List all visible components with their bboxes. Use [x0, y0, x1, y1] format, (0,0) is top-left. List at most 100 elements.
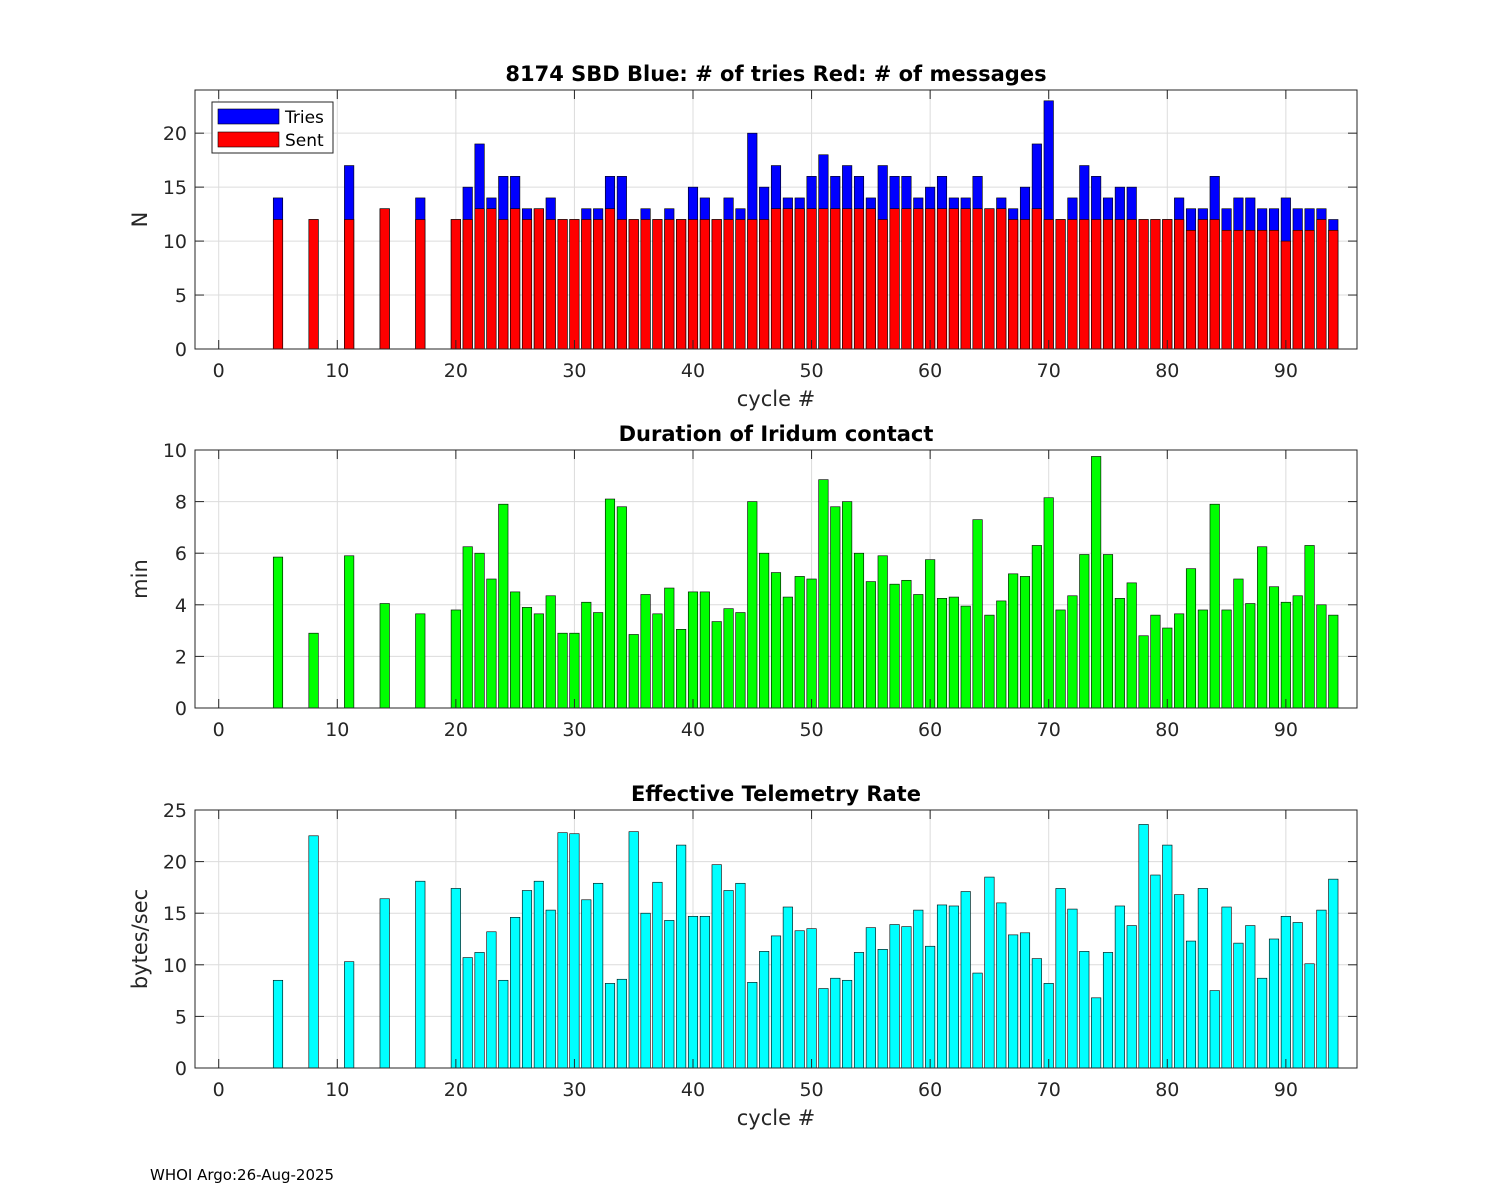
x-tick-label: 20	[444, 1079, 468, 1101]
bar	[379, 898, 390, 1069]
bar-sent	[960, 208, 971, 350]
bar	[936, 904, 948, 1069]
bar	[1079, 951, 1090, 1069]
bar	[1043, 983, 1054, 1069]
bar-sent	[1150, 219, 1161, 350]
y-tick-label: 10	[163, 440, 187, 462]
y-axis-label: N	[128, 212, 152, 228]
bar	[806, 928, 817, 1069]
bar-sent	[1268, 229, 1280, 350]
bar	[830, 506, 841, 709]
bar	[545, 595, 556, 709]
bar	[1316, 909, 1327, 1069]
bar-sent	[1079, 219, 1090, 350]
bar	[830, 977, 841, 1069]
x-tick-label: 70	[1037, 360, 1061, 382]
bar	[462, 546, 473, 709]
bar	[545, 909, 556, 1069]
bar	[581, 601, 592, 709]
bar	[770, 572, 782, 709]
chart-title: Duration of Iridum contact	[619, 422, 934, 446]
bar-sent	[272, 219, 284, 350]
y-tick-label: 10	[163, 955, 187, 977]
bar	[972, 972, 983, 1069]
bar	[1102, 952, 1114, 1069]
bar-sent	[948, 208, 959, 350]
bar	[984, 614, 995, 709]
bar	[948, 905, 959, 1069]
x-tick-label: 70	[1037, 1079, 1061, 1101]
bar-sent	[1114, 219, 1125, 350]
bar	[1185, 568, 1197, 709]
bar-sent	[901, 208, 912, 350]
bar	[1209, 990, 1220, 1069]
bar	[1114, 598, 1125, 709]
bar	[711, 621, 722, 709]
bar	[1102, 554, 1114, 709]
bar	[1114, 905, 1125, 1069]
bar	[593, 612, 604, 709]
y-tick-label: 25	[163, 800, 187, 822]
bar-sent	[498, 219, 509, 350]
bar-sent	[628, 219, 639, 350]
bar	[1292, 595, 1303, 709]
bar	[865, 927, 876, 1069]
bar-sent	[462, 219, 473, 350]
bar-sent	[474, 208, 485, 350]
bar	[1197, 609, 1208, 709]
bar	[510, 917, 521, 1069]
legend: Tries Sent	[211, 101, 334, 154]
telemetry-chart: 0 10 20 30 40 50 60 70 80 90 0 5 10 15 20 25 Effective T…	[128, 782, 1358, 1130]
bar	[960, 605, 971, 709]
bar	[948, 596, 959, 709]
bar-sent	[1292, 229, 1303, 350]
x-tick-label: 30	[562, 1079, 586, 1101]
bar	[984, 876, 995, 1069]
bar	[1055, 609, 1066, 709]
bar	[723, 608, 734, 709]
y-tick-label: 5	[175, 1006, 187, 1028]
y-tick-label: 6	[175, 543, 187, 565]
x-tick-label: 60	[918, 1079, 942, 1101]
bar	[652, 881, 663, 1069]
bar-sent	[735, 219, 746, 350]
bar	[877, 555, 888, 709]
bar	[498, 979, 509, 1069]
bar-sent	[344, 219, 355, 350]
bar	[569, 833, 580, 1069]
bar	[1031, 545, 1042, 709]
bar	[486, 578, 497, 709]
bar	[272, 556, 284, 709]
y-tick-label: 8	[175, 492, 187, 514]
y-tick-label: 20	[163, 123, 187, 145]
bar	[474, 552, 485, 709]
bar-sent	[308, 219, 319, 350]
bar	[557, 632, 568, 709]
bar	[344, 555, 355, 709]
chart-title: 8174 SBD Blue: # of tries Red: # of mess…	[505, 62, 1046, 86]
bar-sent	[711, 219, 722, 350]
bar	[925, 945, 936, 1069]
bar-sent	[782, 208, 793, 350]
bar	[569, 632, 580, 709]
bar-sent	[1019, 219, 1031, 350]
bar	[747, 501, 758, 709]
bar-sent	[1031, 208, 1042, 350]
bar-sent	[936, 208, 948, 350]
bar	[960, 891, 971, 1069]
bar	[1221, 906, 1232, 1069]
bar-sent	[379, 208, 390, 350]
bar-sent	[1221, 229, 1232, 350]
bar-sent	[676, 219, 687, 350]
bar	[794, 576, 805, 709]
bar	[1209, 503, 1220, 709]
bar	[818, 479, 829, 709]
bar	[901, 579, 912, 709]
x-tick-label: 0	[213, 719, 225, 741]
bar	[1174, 613, 1185, 709]
y-tick-label: 0	[175, 1058, 187, 1080]
x-tick-label: 60	[918, 719, 942, 741]
bar-sent	[1055, 219, 1066, 350]
bar-sent	[1138, 219, 1149, 350]
bar	[664, 587, 675, 709]
